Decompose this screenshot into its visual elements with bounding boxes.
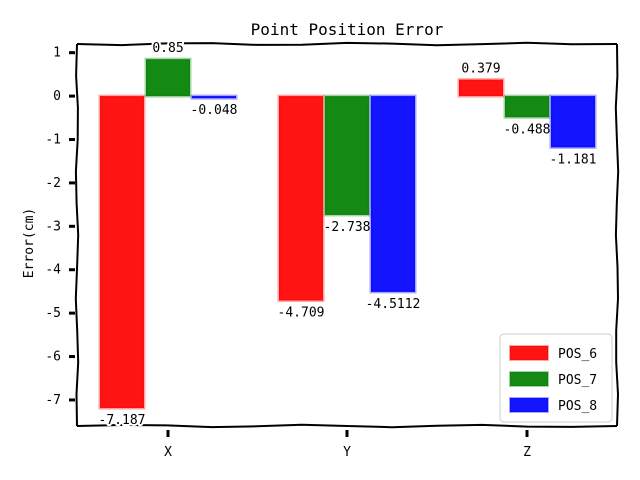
data-label-halo: -0.488 [504, 122, 551, 137]
frame-top [76, 41, 618, 47]
legend-label-pos_8: POS_8 [558, 399, 597, 414]
data-label: -4.5112 [366, 297, 421, 312]
bar-pos_7-z [503, 94, 551, 119]
data-label-halo: 0.379 [461, 62, 500, 77]
x-axis-line [76, 423, 618, 429]
data-label-halo: -2.738 [324, 220, 371, 235]
data-label: 0.379 [461, 62, 500, 77]
bar-pos_8-z [549, 94, 597, 149]
y-tick-label: -2 [45, 176, 61, 191]
x-tick-label: Z [523, 445, 531, 460]
frame-right [614, 43, 620, 427]
y-tick-label: -1 [45, 133, 61, 148]
bar-pos_8-x [190, 94, 238, 100]
data-label: -0.488 [504, 122, 551, 137]
bar-pos_6-x [98, 94, 146, 410]
legend: POS_6 POS_7 POS_8 [499, 333, 613, 423]
y-tick-label: 1 [53, 46, 61, 61]
x-tick-label: Y [343, 445, 351, 460]
bar-pos_7-x [144, 57, 192, 98]
chart-title: Point Position Error [251, 20, 444, 39]
data-label-halo: -1.181 [550, 152, 597, 167]
y-axis-label: Error(cm) [22, 208, 37, 278]
bar-pos_7-y [323, 94, 371, 217]
y-tick-label: -6 [45, 350, 61, 365]
legend-swatch-pos_6 [509, 345, 549, 361]
y-tick-label: -4 [45, 263, 61, 278]
data-label: -2.738 [324, 220, 371, 235]
data-label-halo: -0.048 [191, 103, 238, 118]
plot-area: 10-1-2-3-4-5-6-7X Y Z-7.187-7.187-4.709-4.… [45, 39, 620, 460]
data-label-halo: -7.187 [99, 413, 146, 428]
y-tick-label: 0 [53, 89, 61, 104]
x-tick-label: X [164, 445, 172, 460]
data-label-halo: -4.5112 [366, 297, 421, 312]
y-tick-label: -7 [45, 393, 61, 408]
data-label: -7.187 [99, 413, 146, 428]
data-label: -4.709 [278, 306, 325, 321]
legend-label-pos_7: POS_7 [558, 373, 597, 388]
data-label-halo: -4.709 [278, 306, 325, 321]
data-label: -0.048 [191, 103, 238, 118]
y-axis-line [74, 43, 80, 427]
bar-pos_8-y [369, 94, 417, 294]
data-label-halo: 0.85 [152, 41, 183, 56]
legend-swatch-pos_7 [509, 371, 549, 387]
data-label: 0.85 [152, 41, 183, 56]
y-tick-label: -3 [45, 219, 61, 234]
bar-pos_6-z [457, 78, 505, 98]
data-label: -1.181 [550, 152, 597, 167]
bar-pos_6-y [277, 94, 325, 303]
y-tick-label: -5 [45, 306, 61, 321]
legend-label-pos_6: POS_6 [558, 347, 597, 362]
legend-swatch-pos_8 [509, 397, 549, 413]
